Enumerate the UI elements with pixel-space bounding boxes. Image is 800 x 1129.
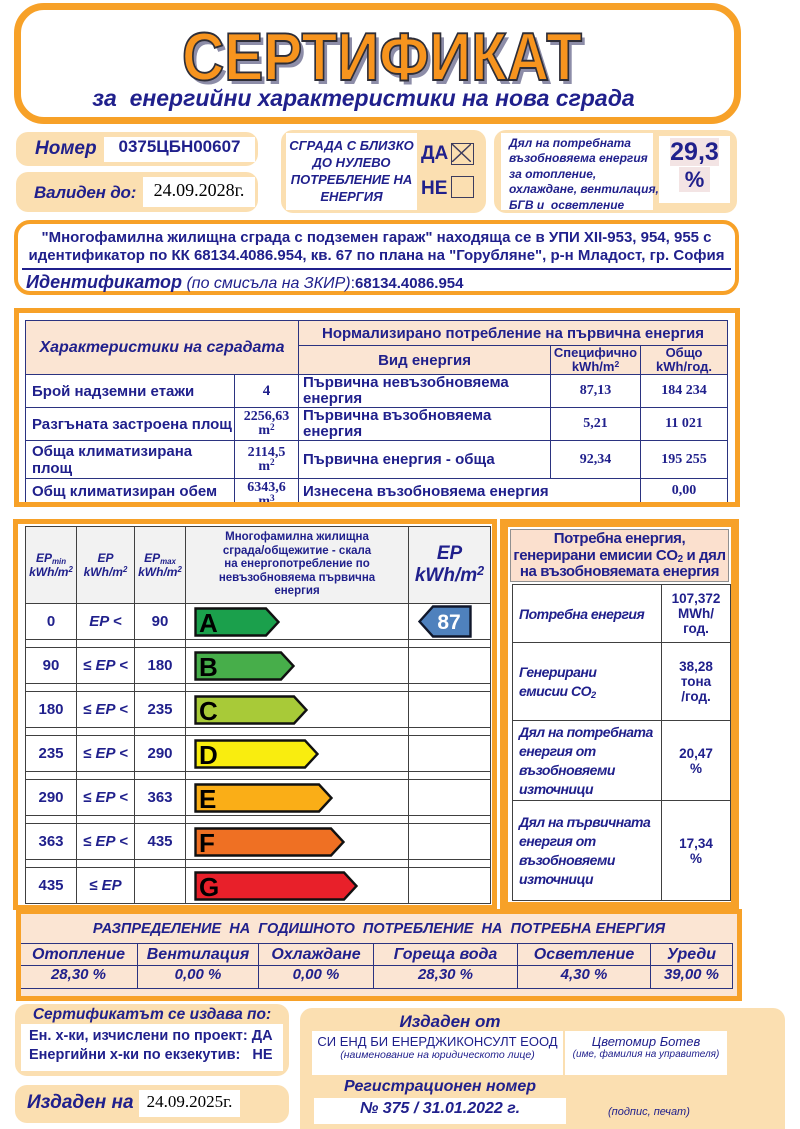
svg-text:G: G xyxy=(199,872,219,901)
svg-text:F: F xyxy=(199,828,215,857)
svg-text:87: 87 xyxy=(437,611,460,634)
svg-text:D: D xyxy=(199,740,218,769)
svg-text:B: B xyxy=(199,652,218,681)
svg-text:A: A xyxy=(199,608,218,637)
svg-text:C: C xyxy=(199,696,218,725)
svg-text:E: E xyxy=(199,784,216,813)
